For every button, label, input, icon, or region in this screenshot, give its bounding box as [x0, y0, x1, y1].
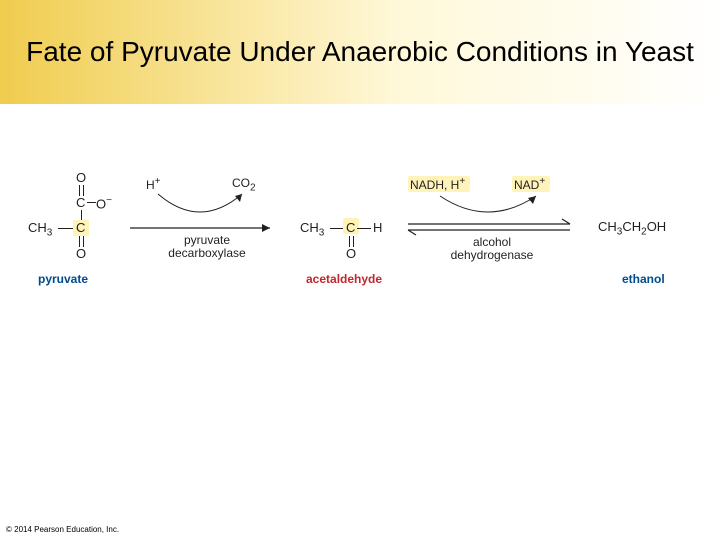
reaction-diagram: O C O− C CH3 O pyruvate H+ CO2 pyruvated…: [0, 170, 720, 320]
atom-o-neg: O−: [96, 195, 112, 211]
molecule-ethanol: CH3CH2OH: [598, 218, 666, 238]
atom-ch3: CH3: [28, 220, 52, 239]
atom-o-2: O: [346, 246, 356, 261]
enzyme-alcohol-dehydrogenase: alcoholdehydrogenase: [432, 236, 552, 262]
label-acetaldehyde: acetaldehyde: [306, 272, 382, 286]
title-banner: Fate of Pyruvate Under Anaerobic Conditi…: [0, 0, 720, 104]
molecule-acetaldehyde: CH3 C H O: [300, 200, 380, 280]
atom-c-mid: C: [76, 220, 85, 235]
label-ethanol: ethanol: [622, 272, 665, 286]
label-pyruvate: pyruvate: [38, 272, 88, 286]
enzyme-pyruvate-decarboxylase: pyruvatedecarboxylase: [152, 234, 262, 260]
atom-ch3-2: CH3: [300, 220, 324, 239]
formula-ethanol: CH3CH2OH: [598, 219, 666, 234]
atom-c-top: C: [76, 195, 85, 210]
cofactor-h-plus: H+: [146, 176, 161, 192]
product-co2: CO2: [232, 176, 256, 193]
copyright-text: © 2014 Pearson Education, Inc.: [6, 525, 119, 534]
page-title: Fate of Pyruvate Under Anaerobic Conditi…: [26, 35, 694, 69]
atom-o-top: O: [76, 170, 86, 185]
atom-o-bottom: O: [76, 246, 86, 261]
atom-h-2: H: [373, 220, 382, 235]
product-nad: NAD+: [514, 176, 545, 192]
cofactor-nadh: NADH, H+: [410, 176, 465, 192]
molecule-pyruvate: O C O− C CH3 O: [18, 170, 108, 280]
atom-c-2: C: [346, 220, 355, 235]
